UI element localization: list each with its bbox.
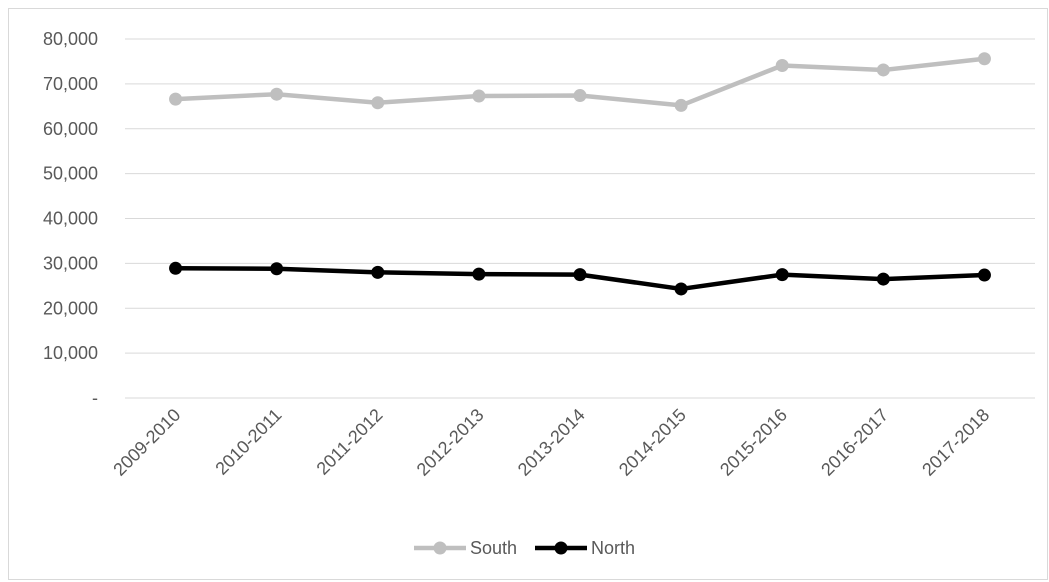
data-point-north (775, 268, 789, 282)
data-point-north (977, 268, 991, 282)
x-tick-label: 2015-2016 (716, 405, 791, 480)
data-point-north (371, 265, 385, 279)
y-tick-label: 70,000 (43, 74, 98, 94)
x-tick-label: 2010-2011 (211, 405, 285, 479)
x-axis-tick-labels: 2009-2010 2010-2011 2011-2012 2012-2013 2013… (109, 405, 993, 480)
y-tick-label: 60,000 (43, 119, 98, 139)
legend: South North (414, 538, 635, 558)
chart-area (8, 8, 1048, 580)
x-tick-label: 2009-2010 (109, 405, 184, 480)
data-point-south (371, 96, 385, 110)
data-point-south (169, 92, 183, 106)
data-point-north (169, 261, 183, 275)
data-point-south (573, 89, 587, 103)
legend-marker-south (433, 541, 447, 555)
data-point-north (876, 272, 890, 286)
x-tick-label: 2014-2015 (615, 405, 690, 480)
y-axis-tick-labels: - 10,000 20,000 30,000 40,000 50,000 60,000 70,… (43, 29, 98, 408)
y-tick-label: 30,000 (43, 253, 98, 273)
data-point-south (270, 87, 284, 101)
data-point-south (876, 63, 890, 77)
x-tick-label: 2012-2013 (413, 405, 488, 480)
data-point-north (472, 267, 486, 281)
x-tick-label: 2013-2014 (514, 405, 589, 480)
y-tick-label: 80,000 (43, 29, 98, 49)
series-lines (169, 52, 991, 296)
data-point-north (674, 282, 688, 296)
y-tick-label: 10,000 (43, 343, 98, 363)
x-tick-label: 2016-2017 (817, 405, 892, 480)
legend-label-south: South (470, 538, 517, 558)
data-point-south (977, 52, 991, 66)
y-tick-label: - (92, 388, 98, 408)
x-tick-label: 2017-2018 (918, 405, 993, 480)
legend-label-north: North (591, 538, 635, 558)
y-tick-label: 20,000 (43, 298, 98, 318)
y-tick-label: 50,000 (43, 164, 98, 184)
data-point-north (270, 262, 284, 276)
data-point-south (775, 58, 789, 72)
legend-marker-north (554, 541, 568, 555)
data-point-south (674, 98, 688, 112)
data-point-south (472, 89, 486, 103)
gridlines (125, 38, 1035, 399)
y-tick-label: 40,000 (43, 209, 98, 229)
x-tick-label: 2011-2012 (313, 405, 387, 479)
data-point-north (573, 268, 587, 282)
